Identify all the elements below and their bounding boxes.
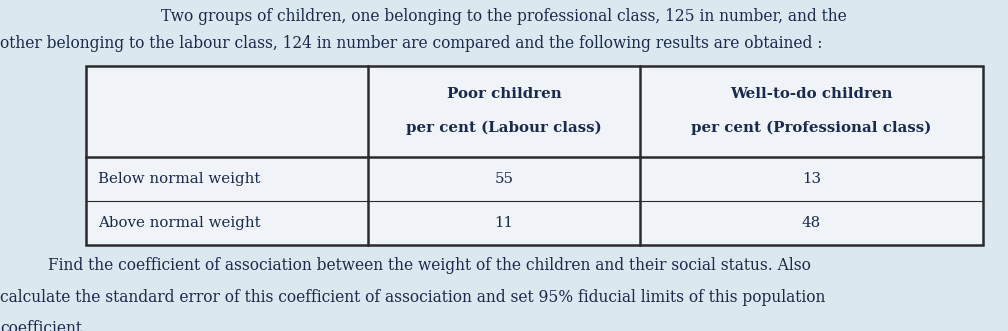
Text: per cent (Professional class): per cent (Professional class) bbox=[691, 120, 931, 135]
Text: Two groups of children, one belonging to the professional class, 125 in number, : Two groups of children, one belonging to… bbox=[161, 8, 847, 25]
Text: Find the coefficient of association between the weight of the children and their: Find the coefficient of association betw… bbox=[48, 257, 811, 273]
Bar bbox=[86, 66, 983, 245]
Text: 48: 48 bbox=[801, 216, 822, 230]
Text: Above normal weight: Above normal weight bbox=[98, 216, 260, 230]
Text: Below normal weight: Below normal weight bbox=[98, 172, 260, 186]
Text: 55: 55 bbox=[495, 172, 513, 186]
Text: coefficient.: coefficient. bbox=[0, 320, 87, 331]
Text: per cent (Labour class): per cent (Labour class) bbox=[406, 120, 602, 135]
Text: 11: 11 bbox=[495, 216, 513, 230]
Text: Well-to-do children: Well-to-do children bbox=[730, 86, 893, 101]
Text: calculate the standard error of this coefficient of association and set 95% fidu: calculate the standard error of this coe… bbox=[0, 289, 826, 306]
Text: Poor children: Poor children bbox=[447, 86, 561, 101]
Text: other belonging to the labour class, 124 in number are compared and the followin: other belonging to the labour class, 124… bbox=[0, 35, 823, 52]
Text: 13: 13 bbox=[802, 172, 821, 186]
